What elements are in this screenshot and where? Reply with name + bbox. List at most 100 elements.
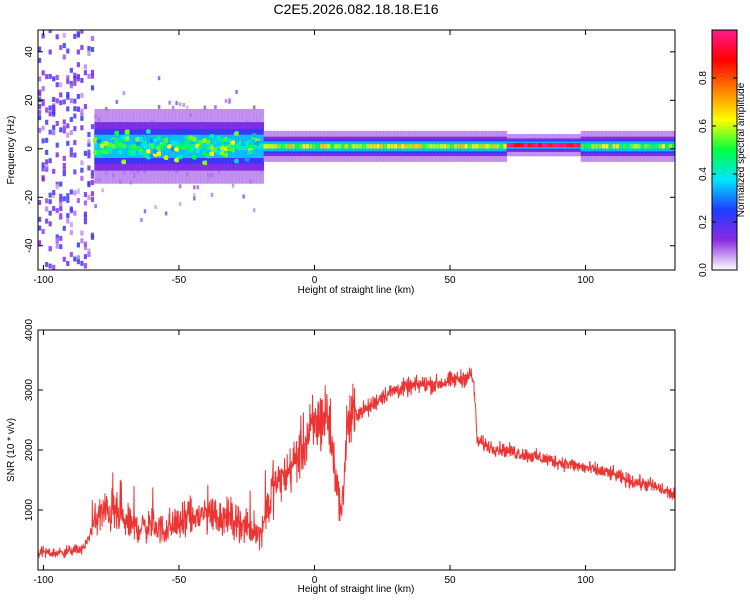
colorbar-tick-label: 0.8 xyxy=(698,71,709,85)
heatmap-cell xyxy=(45,262,49,268)
heatmap-cell xyxy=(66,260,70,266)
heatmap-cell xyxy=(83,200,88,206)
heatmap-cell xyxy=(186,105,189,110)
snr-x-tick-label: 50 xyxy=(444,575,456,586)
heatmap-cell xyxy=(404,144,409,149)
figure-title: C2E5.2026.082.18.18.E16 xyxy=(273,1,438,17)
heatmap-cell xyxy=(122,91,126,96)
heatmap-cell xyxy=(126,144,131,149)
heatmap-cell xyxy=(83,70,88,76)
heatmap-cell xyxy=(647,144,652,149)
heatmap-cell xyxy=(52,76,56,82)
snr-x-tick-label: 100 xyxy=(577,575,594,586)
heatmap-cell xyxy=(59,201,63,207)
heatmap-cell xyxy=(62,162,66,168)
heatmap-cell xyxy=(69,80,73,86)
heatmap-cell xyxy=(202,160,209,166)
heatmap-cell xyxy=(73,126,77,132)
heatmap-cell xyxy=(69,130,73,136)
heatmap-cell xyxy=(587,144,592,149)
heatmap-cell xyxy=(76,49,80,55)
heatmap-cell xyxy=(205,139,212,145)
heatmap-cell xyxy=(651,144,656,149)
heatmap-cell xyxy=(62,32,66,38)
snr-x-tick-label: 0 xyxy=(312,575,318,586)
heatmap-cell xyxy=(45,107,49,113)
heatmap-cell xyxy=(341,144,346,149)
heatmap-cell xyxy=(330,144,335,149)
heatmap-cell xyxy=(104,106,108,111)
heatmap-cell xyxy=(640,144,645,149)
heatmap-cell xyxy=(66,197,70,203)
heatmap-cell xyxy=(87,131,91,137)
heatmap-cell xyxy=(386,144,391,149)
heatmap-cell xyxy=(97,144,102,149)
heatmap-cell xyxy=(59,235,63,241)
heatmap-cell xyxy=(175,144,180,149)
heatmap-cell xyxy=(55,184,59,190)
heatmap-cell xyxy=(73,72,77,78)
heatmap-cell xyxy=(73,33,77,39)
heatmap-cell xyxy=(87,248,91,254)
heatmap-cell xyxy=(117,149,124,155)
heatmap-cell xyxy=(76,259,80,265)
heatmap-cell xyxy=(247,149,254,155)
heatmap-cell xyxy=(672,144,675,149)
heatmap-cell xyxy=(90,180,95,186)
heatmap-cell xyxy=(66,213,70,219)
heatmap-cell xyxy=(154,144,159,149)
heatmap-cell xyxy=(76,31,80,37)
snr-y-label: SNR (10 * v/v) xyxy=(6,418,17,482)
heatmap-cell xyxy=(397,144,402,149)
heatmap-cell xyxy=(115,144,120,149)
heatmap-cell xyxy=(124,136,131,142)
spectrogram-panel: -100 -50 0 50 100 -40 -20 0 20 40 Height of stra… xyxy=(6,29,676,296)
snr-x-ticks: -100 -50 0 50 100 xyxy=(33,330,594,586)
heatmap-cell xyxy=(66,218,70,224)
heatmap-cell xyxy=(59,100,63,106)
colorbar: 0.0 0.2 0.4 0.6 0.8 Normalized spectral ampl… xyxy=(698,29,747,277)
heatmap-cell xyxy=(80,93,84,99)
heatmap-cell xyxy=(59,127,63,133)
heatmap-cell xyxy=(45,218,49,224)
heatmap-cell xyxy=(393,144,398,149)
heatmap-cell xyxy=(474,144,479,149)
heatmap-cell xyxy=(284,144,289,149)
heatmap-cell xyxy=(90,170,95,176)
heatmap-cell xyxy=(69,147,73,153)
heatmap-cell xyxy=(73,98,77,104)
heatmap-cell xyxy=(69,229,73,235)
heatmap-cell xyxy=(83,211,88,217)
heatmap-cell xyxy=(55,34,59,40)
heatmap-cell xyxy=(538,142,543,148)
heatmap-cell xyxy=(59,45,63,51)
heatmap-cell xyxy=(175,101,178,106)
heatmap-cell xyxy=(52,205,56,211)
heatmap-cell xyxy=(45,206,49,212)
heatmap-cell xyxy=(191,154,198,160)
heatmap-cell xyxy=(87,194,91,200)
heatmap-cell xyxy=(52,130,56,136)
heatmap-cell xyxy=(80,115,84,121)
spectrogram-x-label: Height of straight line (km) xyxy=(298,285,415,296)
heatmap-cell xyxy=(66,123,70,129)
heatmap-cell xyxy=(41,86,45,92)
heatmap-cell xyxy=(563,142,568,148)
heatmap-cell xyxy=(52,193,56,199)
heatmap-cell xyxy=(545,142,550,148)
heatmap-cell xyxy=(38,225,42,231)
heatmap-cell xyxy=(312,144,317,149)
heatmap-cell xyxy=(55,74,59,80)
heatmap-cell xyxy=(41,229,45,235)
heatmap-cell xyxy=(450,144,455,149)
heatmap-cell xyxy=(73,210,77,216)
heatmap-cell xyxy=(196,185,200,190)
heatmap-cell xyxy=(55,98,59,104)
heatmap-cell xyxy=(87,45,91,51)
heatmap-cell xyxy=(52,109,56,115)
heatmap-cell xyxy=(228,98,231,103)
heatmap-cell xyxy=(59,82,63,88)
heatmap-cell xyxy=(209,151,216,157)
heatmap-cell xyxy=(326,144,331,149)
heatmap-cell xyxy=(45,198,49,204)
